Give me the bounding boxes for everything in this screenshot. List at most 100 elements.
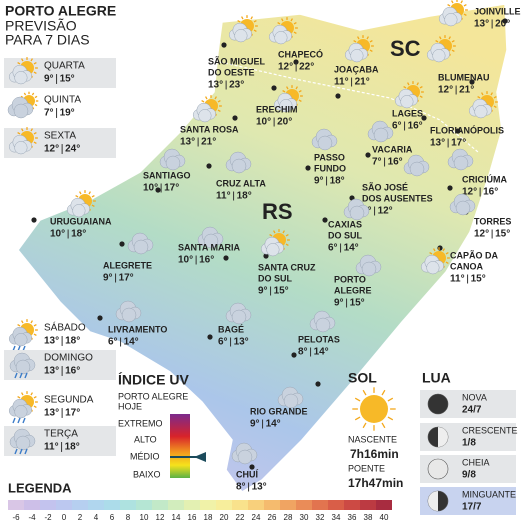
- sun-ray: [23, 92, 27, 96]
- sun-ray: [419, 95, 423, 98]
- sun-ray: [429, 252, 433, 255]
- cloud: [311, 128, 338, 151]
- cloud-part: [234, 29, 248, 43]
- sun-ray: [445, 261, 449, 264]
- temp-min: 11°: [44, 442, 59, 453]
- cloud: [66, 197, 90, 218]
- cloud: [344, 42, 368, 63]
- legend-swatch: [88, 500, 104, 510]
- cloud: [231, 442, 258, 465]
- sun-ray: [217, 100, 221, 103]
- sun-ray: [79, 191, 82, 195]
- cloud-part: [231, 309, 247, 325]
- sun-ray: [88, 191, 91, 195]
- sun-ray: [433, 248, 436, 252]
- day-name: QUINTA: [44, 95, 81, 106]
- temp-max: 20°: [277, 117, 292, 128]
- city-name: VACARIA: [372, 144, 413, 154]
- sun-ray: [33, 333, 37, 336]
- temp-max: 21°: [459, 85, 474, 96]
- sun-ray: [17, 396, 21, 399]
- city-name: ALEGRETE: [103, 260, 152, 270]
- legend-swatch: [200, 500, 216, 510]
- cloud-part: [453, 155, 469, 171]
- cloud-part: [198, 109, 212, 123]
- legend-swatch: [328, 500, 344, 510]
- legend-value: 22: [236, 513, 245, 522]
- cloud-part: [349, 205, 365, 221]
- moon-date: 17/7: [462, 502, 482, 513]
- legend-value: 38: [364, 513, 373, 522]
- moon-phase: CHEIA: [462, 457, 490, 467]
- city-dot: [437, 245, 443, 251]
- cloud: [260, 236, 284, 257]
- temp-max: 14°: [344, 243, 359, 254]
- sun-ray: [34, 103, 38, 107]
- legend-value: 8: [126, 513, 131, 522]
- sun-ray: [285, 234, 289, 237]
- temp-min: 7°: [44, 108, 54, 119]
- temp-min: 6°: [392, 121, 402, 132]
- city-name: FLORIANÓPOLIS: [430, 124, 504, 135]
- sun-ray: [369, 49, 373, 52]
- city-dot: [322, 217, 328, 223]
- city-name: ALEGRE: [334, 285, 372, 295]
- temp-min: 11°: [216, 191, 231, 202]
- cloud: [228, 22, 252, 43]
- rain-drop: [19, 372, 23, 379]
- legend-value: 26: [268, 513, 277, 522]
- sun-ray: [493, 105, 497, 108]
- cloud: [355, 254, 382, 277]
- legend-swatch: [232, 500, 248, 510]
- city-dot: [365, 152, 371, 158]
- sun-ray: [357, 36, 360, 40]
- legend-value: 2: [78, 513, 83, 522]
- city-name: CAPÃO DA: [450, 250, 499, 260]
- city-dot: [119, 241, 125, 247]
- rain-drop: [14, 448, 18, 455]
- legend-swatch: [344, 500, 360, 510]
- cloud: [159, 148, 186, 171]
- city-name: CHAPECÓ: [278, 48, 323, 59]
- city-name: SÃO MIGUEL: [208, 56, 266, 66]
- cloud: [438, 6, 462, 27]
- city-name: SANTIAGO: [143, 170, 191, 180]
- sun-ray: [298, 99, 302, 102]
- sun-ray: [295, 86, 298, 90]
- city-name: DO OESTE: [208, 67, 255, 77]
- uv-title: ÍNDICE UV: [118, 372, 189, 388]
- sun-ray: [33, 324, 37, 327]
- cloud-part: [373, 127, 389, 143]
- temp-max: 20°: [495, 19, 510, 30]
- cloud: [468, 98, 492, 119]
- cloud-part: [474, 105, 488, 119]
- legend-value: 10: [140, 513, 149, 522]
- sun-ray: [30, 58, 33, 62]
- temp-max: 18°: [237, 191, 252, 202]
- legend-value: 40: [380, 513, 389, 522]
- legend-swatch: [280, 500, 296, 510]
- city-name: PELOTAS: [298, 334, 340, 344]
- temp-max: 15°: [60, 74, 75, 85]
- rain-drop: [19, 448, 23, 455]
- rain-drop: [24, 448, 28, 455]
- sun-ray: [381, 422, 386, 429]
- temp-max: 17°: [119, 273, 134, 284]
- sun-ray: [451, 0, 454, 4]
- temp-max: 16°: [65, 366, 80, 377]
- cloud-part: [444, 13, 458, 27]
- temp-max: 24°: [65, 144, 80, 155]
- cloud-part: [14, 405, 28, 419]
- sun-ray: [481, 92, 484, 96]
- temp-max: 16°: [388, 157, 403, 168]
- city-name: SANTA ROSA: [180, 124, 239, 134]
- sun-ray: [21, 392, 24, 396]
- city-name: PASSO: [314, 152, 345, 162]
- temp-max: 15°: [471, 274, 486, 285]
- sun-ray: [21, 320, 24, 324]
- legend-value: 4: [94, 513, 99, 522]
- moon-date: 24/7: [462, 405, 482, 416]
- city-dot: [271, 85, 277, 91]
- sun-ray: [17, 324, 21, 327]
- legend-swatch: [376, 500, 392, 510]
